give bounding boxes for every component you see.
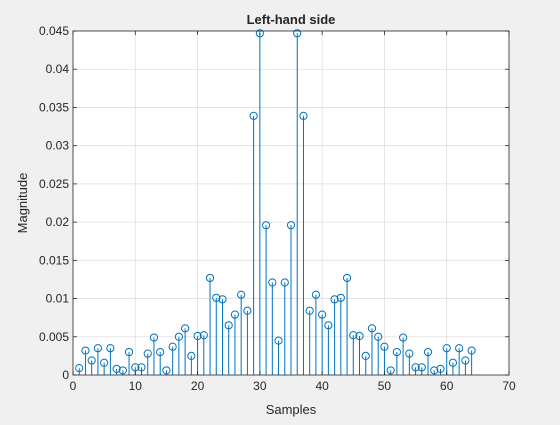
stem-marker xyxy=(436,364,445,373)
stem-marker xyxy=(286,221,296,230)
stem-marker xyxy=(305,306,314,315)
stem-marker xyxy=(417,363,426,372)
y-axis-label: Magnitude xyxy=(15,173,30,234)
stem-marker xyxy=(137,363,146,372)
stem-marker xyxy=(224,321,233,330)
stem-marker xyxy=(461,356,470,365)
stem-marker xyxy=(100,358,109,367)
stem-marker xyxy=(274,336,283,345)
stem-marker xyxy=(212,293,221,302)
stem-marker xyxy=(162,366,171,375)
x-tick-label: 10 xyxy=(129,379,143,393)
stem-marker xyxy=(311,290,321,299)
stem-marker xyxy=(280,278,289,287)
plot-frame xyxy=(72,30,510,376)
stem-marker xyxy=(81,346,90,355)
stem-marker xyxy=(237,290,246,299)
stem-marker xyxy=(455,344,464,353)
x-axis-label: Samples xyxy=(266,402,317,417)
stem-marker xyxy=(243,306,252,315)
chart-title: Left-hand side xyxy=(247,12,336,27)
stem-marker xyxy=(106,344,115,353)
stem-marker xyxy=(330,295,339,304)
stem-marker xyxy=(374,332,383,341)
stem-marker xyxy=(143,349,152,358)
stem-marker xyxy=(205,273,215,283)
stem-marker xyxy=(423,347,433,357)
x-tick-label: 60 xyxy=(440,379,454,393)
stem-marker xyxy=(467,346,476,355)
x-tick-label: 20 xyxy=(191,379,205,393)
y-tick-label: 0.035 xyxy=(39,100,69,114)
stem-marker xyxy=(249,111,258,120)
stem-marker xyxy=(261,221,271,230)
stem-marker xyxy=(442,344,451,353)
y-tick-label: 0.02 xyxy=(46,215,70,229)
stem-marker xyxy=(399,333,408,342)
stem-marker xyxy=(87,356,96,365)
stem-marker xyxy=(318,310,327,319)
y-tick-label: 0.01 xyxy=(46,292,70,306)
y-tick-label: 0.03 xyxy=(46,139,70,153)
stem-marker xyxy=(131,363,140,372)
stem-marker xyxy=(405,349,414,358)
stem-marker xyxy=(187,351,196,360)
stem-marker xyxy=(181,324,190,333)
stem-marker xyxy=(218,295,227,304)
stem-marker xyxy=(386,366,395,375)
x-tick-label: 50 xyxy=(378,379,392,393)
stem-marker xyxy=(324,321,333,330)
stem-marker xyxy=(149,333,159,342)
stem-marker xyxy=(342,273,352,283)
stem-marker xyxy=(118,366,127,375)
stem-marker xyxy=(411,363,420,372)
stem-series xyxy=(75,29,476,375)
stem-marker xyxy=(367,324,377,333)
stem-marker xyxy=(193,331,202,341)
x-tick-label: 0 xyxy=(70,379,77,393)
stem-marker xyxy=(380,342,389,351)
stem-marker xyxy=(299,111,308,120)
stem-marker xyxy=(93,344,103,353)
stem-marker xyxy=(174,332,183,341)
y-tick-label: 0.045 xyxy=(39,24,69,38)
stem-marker xyxy=(156,347,165,357)
stem-marker xyxy=(75,364,84,373)
y-tick-label: 0.005 xyxy=(39,330,69,344)
axis-ticks: 0 10 20 30 40 50 60 70 0 0.005 0.01 0.015 0.02 0.025 0… xyxy=(39,24,516,393)
stem-marker xyxy=(268,278,277,287)
stem-marker xyxy=(430,366,439,375)
stem-marker xyxy=(230,310,240,319)
x-tick-label: 70 xyxy=(502,379,516,393)
stem-marker xyxy=(255,29,264,38)
stem-marker xyxy=(361,351,370,360)
stem-marker xyxy=(336,293,345,302)
stem-marker xyxy=(168,342,177,351)
x-tick-label: 30 xyxy=(253,379,267,393)
stem-marker xyxy=(124,347,134,357)
y-tick-label: 0.025 xyxy=(39,177,69,191)
stem-marker xyxy=(355,331,364,341)
stem-marker xyxy=(392,347,401,357)
x-tick-label: 40 xyxy=(315,379,329,393)
stem-marker xyxy=(448,358,458,367)
y-tick-label: 0 xyxy=(62,368,69,382)
stem-marker xyxy=(349,331,358,340)
y-tick-label: 0.015 xyxy=(39,253,69,267)
stem-marker xyxy=(293,29,302,38)
y-tick-label: 0.04 xyxy=(46,62,70,76)
stem-marker xyxy=(112,364,121,373)
stem-marker xyxy=(199,331,208,340)
